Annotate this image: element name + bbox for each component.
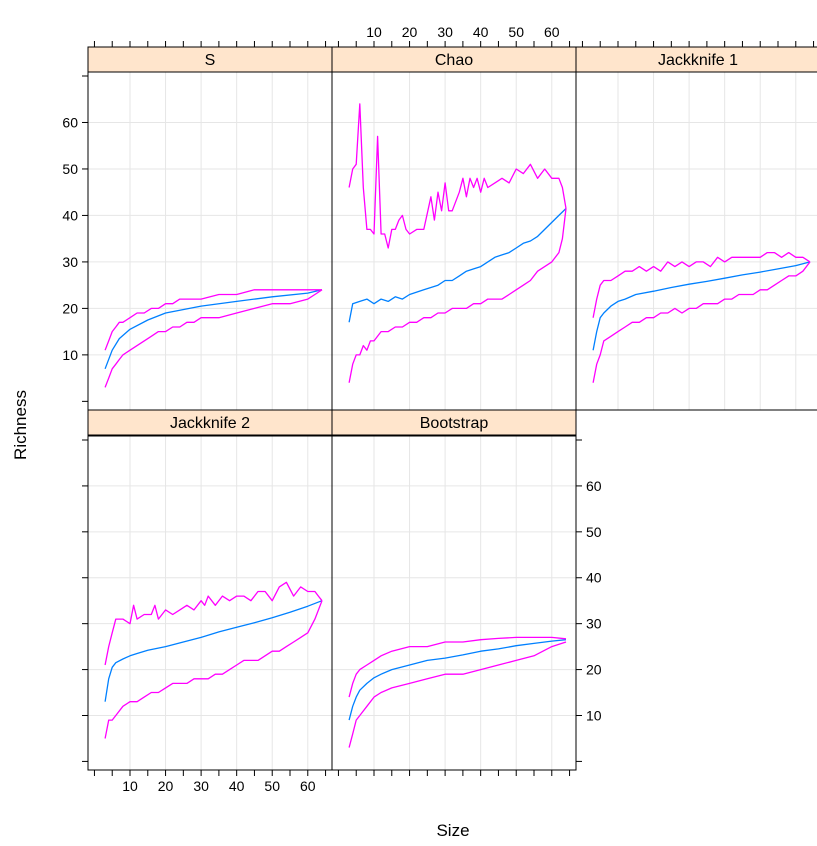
panel-title: Bootstrap bbox=[420, 415, 489, 432]
x-tick-label: 20 bbox=[402, 24, 418, 40]
x-tick-label: 30 bbox=[437, 24, 453, 40]
panel-border bbox=[331, 435, 577, 771]
series-lower-line bbox=[348, 208, 567, 383]
panel-strip bbox=[575, 46, 817, 73]
x-axis-bottom-left: 10 20 30 40 50 60 bbox=[93, 770, 327, 794]
x-axis-top-right bbox=[581, 41, 815, 47]
y-tick-label: 40 bbox=[62, 207, 78, 223]
y-axis-right-bottom: 10 20 30 40 50 60 bbox=[576, 439, 602, 762]
panel-jackknife-1: Jackknife 1 bbox=[575, 46, 817, 411]
x-tick-label: 10 bbox=[122, 778, 138, 794]
y-tick-label: 20 bbox=[62, 300, 78, 316]
x-tick-label: 60 bbox=[544, 24, 560, 40]
panel-title: Jackknife 2 bbox=[170, 415, 250, 432]
series-estimate-line bbox=[348, 639, 567, 721]
series-estimate-line bbox=[348, 208, 567, 323]
series-upper-line bbox=[348, 103, 567, 249]
y-axis-left-top: 10 20 30 40 50 60 bbox=[62, 75, 88, 402]
x-axis-top-middle: 10 20 30 40 50 60 bbox=[337, 24, 571, 47]
series-estimate-line bbox=[104, 600, 323, 702]
x-tick-label: 10 bbox=[366, 24, 382, 40]
panel-title: Jackknife 1 bbox=[658, 52, 738, 69]
axes: 10 20 30 40 50 60 10 20 30 40 50 60 10 20 30 40 50 60 10 20… bbox=[62, 24, 815, 794]
panel-grid bbox=[576, 72, 817, 410]
x-tick-label: 50 bbox=[264, 778, 280, 794]
panel-strip bbox=[331, 409, 577, 436]
x-axis-bottom-middle bbox=[337, 770, 571, 776]
series-lower-line bbox=[348, 641, 567, 748]
x-tick-label: 20 bbox=[158, 778, 174, 794]
series-upper-line bbox=[104, 581, 323, 666]
y-tick-label: 40 bbox=[586, 570, 602, 586]
panel-strip bbox=[87, 409, 333, 436]
series-lower-line bbox=[592, 261, 811, 383]
panel-grid bbox=[88, 72, 332, 410]
panels: S Chao Jackknife 1 Jackknife 2 Bootstrap bbox=[87, 46, 817, 771]
x-tick-label: 40 bbox=[473, 24, 489, 40]
panel-grid bbox=[332, 436, 576, 770]
panel-title: Chao bbox=[435, 52, 473, 69]
y-tick-label: 10 bbox=[62, 347, 78, 363]
panel-border bbox=[575, 71, 817, 411]
y-tick-label: 60 bbox=[586, 478, 602, 494]
y-tick-label: 10 bbox=[586, 707, 602, 723]
x-tick-label: 30 bbox=[193, 778, 209, 794]
y-tick-label: 50 bbox=[586, 524, 602, 540]
panel-strip bbox=[331, 46, 577, 73]
series-estimate-line bbox=[592, 261, 811, 351]
x-axis-top-left bbox=[93, 41, 327, 47]
panel-grid bbox=[332, 72, 576, 410]
y-tick-label: 30 bbox=[62, 254, 78, 270]
series-upper-line bbox=[104, 289, 322, 351]
panel-s: S bbox=[87, 46, 333, 411]
series-upper-line bbox=[592, 251, 811, 318]
x-tick-label: 60 bbox=[300, 778, 316, 794]
y-tick-label: 60 bbox=[62, 114, 78, 130]
panel-jackknife-2: Jackknife 2 bbox=[87, 409, 333, 771]
y-tick-label: 20 bbox=[586, 662, 602, 678]
panel-grid bbox=[88, 436, 332, 770]
y-tick-label: 50 bbox=[62, 161, 78, 177]
y-axis-left-bottom bbox=[82, 439, 88, 762]
series-estimate-line bbox=[104, 289, 323, 370]
y-tick-label: 30 bbox=[586, 616, 602, 632]
y-axis-title: Richness bbox=[11, 390, 30, 460]
series-upper-line bbox=[348, 636, 567, 698]
panel-chao: Chao bbox=[331, 46, 577, 411]
panel-title: S bbox=[205, 52, 216, 69]
x-axis-title: Size bbox=[436, 821, 469, 840]
series-lower-line bbox=[104, 600, 323, 739]
panel-bootstrap: Bootstrap bbox=[331, 409, 577, 771]
x-tick-label: 40 bbox=[229, 778, 245, 794]
x-tick-label: 50 bbox=[508, 24, 524, 40]
series-lower-line bbox=[104, 289, 323, 388]
